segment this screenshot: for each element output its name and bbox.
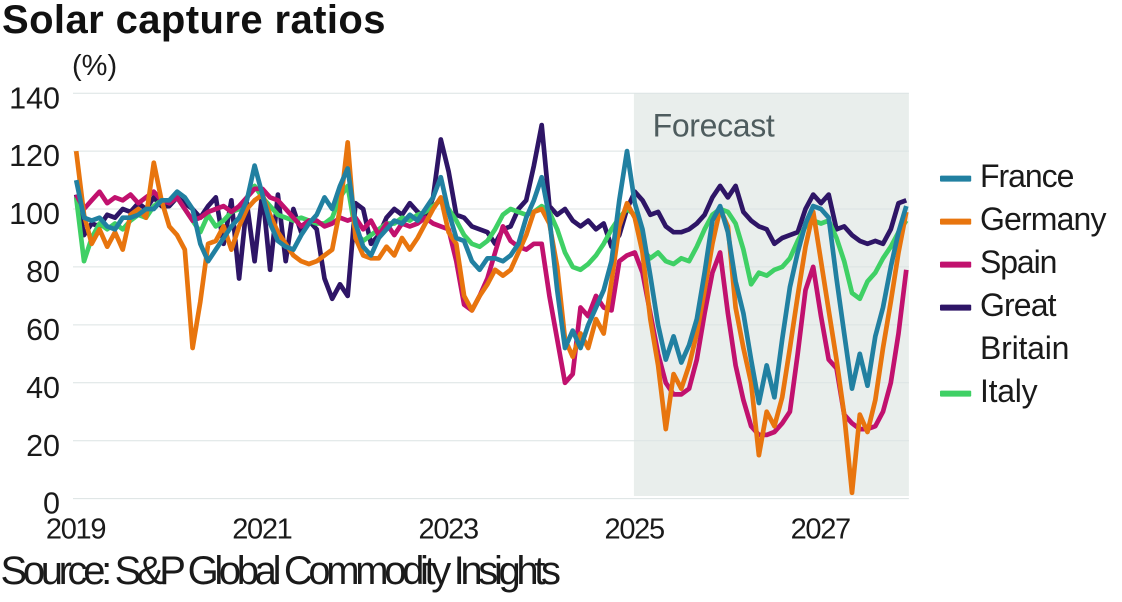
svg-text:0: 0 (43, 487, 60, 521)
svg-text:Germany: Germany (980, 201, 1107, 237)
svg-text:120: 120 (9, 139, 60, 173)
svg-text:80: 80 (26, 255, 60, 289)
svg-text:2027: 2027 (791, 513, 852, 545)
svg-text:(%): (%) (72, 50, 117, 82)
svg-text:Great: Great (980, 287, 1057, 323)
svg-text:Solar capture ratios: Solar capture ratios (2, 0, 386, 42)
svg-text:40: 40 (26, 371, 60, 405)
svg-text:2019: 2019 (46, 513, 107, 545)
svg-text:2025: 2025 (605, 513, 666, 545)
svg-text:Spain: Spain (980, 244, 1057, 280)
svg-text:60: 60 (26, 313, 60, 347)
svg-text:Britain: Britain (980, 330, 1069, 366)
svg-text:20: 20 (26, 429, 60, 463)
svg-text:100: 100 (9, 197, 60, 231)
svg-text:2021: 2021 (232, 513, 293, 545)
svg-text:2023: 2023 (419, 513, 480, 545)
svg-text:Italy: Italy (980, 373, 1038, 409)
svg-text:Source: S&P Global Commodity I: Source: S&P Global Commodity Insights (1, 549, 562, 593)
svg-text:Forecast: Forecast (653, 107, 775, 143)
svg-text:France: France (980, 158, 1074, 194)
svg-text:140: 140 (9, 81, 60, 115)
